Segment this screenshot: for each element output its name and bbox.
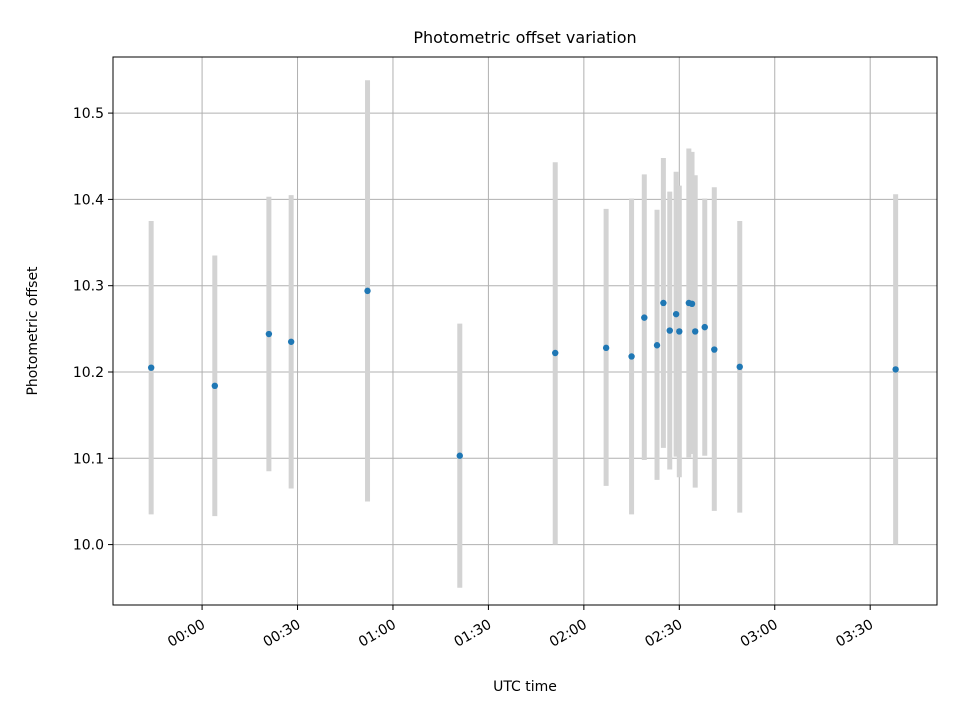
data-point <box>660 299 667 307</box>
data-point <box>688 300 696 308</box>
data-point <box>701 323 708 331</box>
data-point <box>456 452 463 459</box>
data-point <box>287 338 295 345</box>
x-tick-label: 03:00 <box>738 617 781 651</box>
data-point <box>147 364 155 371</box>
data-point <box>602 344 610 352</box>
x-axis-label: UTC time <box>493 679 557 695</box>
data-point <box>892 366 899 373</box>
y-tick-label: 10.5 <box>73 106 104 122</box>
data-point <box>653 342 661 349</box>
error-bars <box>148 80 899 588</box>
data-point <box>692 328 699 335</box>
data-points <box>147 287 899 459</box>
data-point <box>676 328 683 335</box>
y-tick-label: 10.4 <box>73 192 104 208</box>
y-tick-label: 10.0 <box>73 538 104 554</box>
x-tick-label: 02:00 <box>547 617 590 651</box>
axis-ticks: 00:00 00:30 01:00 01:30 02:00 02:30 03:00 03:30… <box>73 106 876 651</box>
chart-title: Photometric offset variation <box>413 28 636 47</box>
data-point <box>736 363 743 371</box>
x-tick-label: 00:30 <box>261 617 304 651</box>
grid-lines <box>113 57 937 605</box>
x-tick-label: 00:00 <box>165 617 208 651</box>
x-tick-label: 01:00 <box>356 617 399 651</box>
data-point <box>265 330 273 338</box>
data-point <box>666 327 673 334</box>
data-point <box>211 382 219 389</box>
plot-frame <box>112 56 938 606</box>
x-tick-label: 03:30 <box>833 617 876 651</box>
x-tick-label: 02:30 <box>642 617 685 651</box>
data-point <box>364 287 371 295</box>
data-point <box>672 310 680 318</box>
y-tick-label: 10.3 <box>73 279 104 295</box>
data-point <box>552 349 559 357</box>
data-point <box>628 353 635 360</box>
data-point <box>711 346 718 353</box>
y-axis-label: Photometric offset <box>25 266 41 396</box>
y-tick-label: 10.1 <box>73 451 104 467</box>
x-tick-label: 01:30 <box>451 617 494 651</box>
y-tick-label: 10.2 <box>73 365 104 381</box>
data-point <box>641 314 648 321</box>
